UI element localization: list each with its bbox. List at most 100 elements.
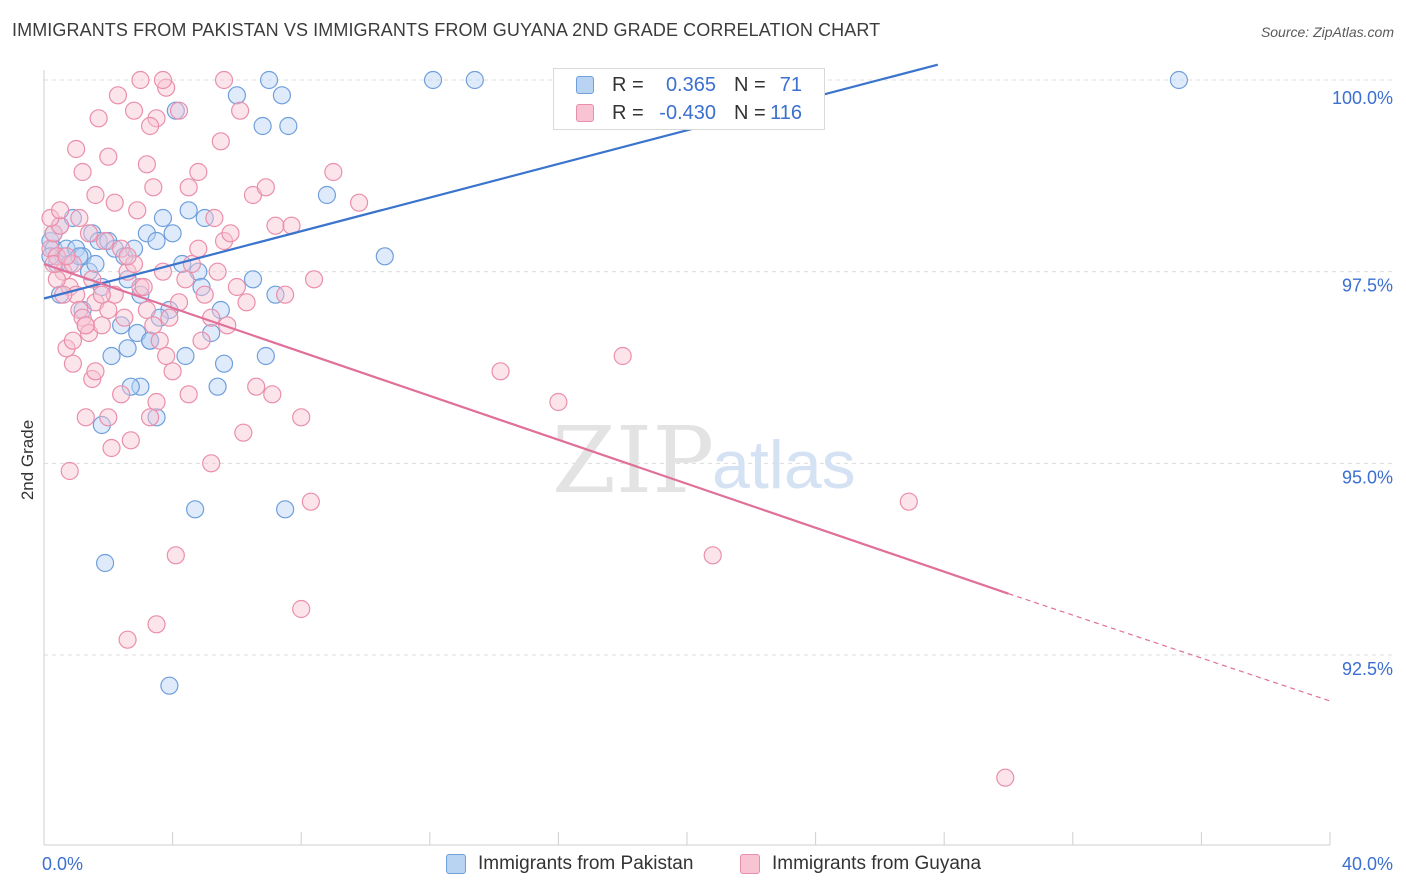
guyana-point xyxy=(163,362,182,381)
guyana-point xyxy=(128,201,147,220)
pakistan-point xyxy=(147,408,166,427)
guyana-point xyxy=(205,208,224,228)
guyana-point xyxy=(263,385,282,404)
guyana-point xyxy=(99,147,118,166)
pakistan-point xyxy=(259,70,279,90)
guyana-point xyxy=(899,492,918,511)
guyana-point xyxy=(137,300,156,320)
guyana-point xyxy=(192,331,211,350)
guyana-point xyxy=(227,277,246,297)
guyana-point xyxy=(996,768,1015,787)
r-label: R = xyxy=(612,74,644,96)
guyana-point xyxy=(231,101,250,120)
pakistan-point xyxy=(121,377,140,396)
guyana-point xyxy=(115,308,134,327)
guyana-point xyxy=(41,208,60,228)
guyana-point xyxy=(99,300,118,320)
guyana-point xyxy=(147,392,166,412)
pakistan-point xyxy=(202,323,221,343)
guyana-point xyxy=(95,231,115,251)
pakistan-point xyxy=(89,231,108,251)
y-axis-label: 2nd Grade xyxy=(18,419,37,501)
guyana-point xyxy=(276,285,295,304)
x-axis xyxy=(43,70,1331,846)
pakistan-legend-label: Immigrants from Pakistan xyxy=(478,853,694,874)
guyana-point xyxy=(256,178,275,197)
pakistan-point xyxy=(465,70,484,90)
pakistan-point xyxy=(375,247,394,266)
guyana-point xyxy=(102,438,121,458)
guyana-point xyxy=(202,454,221,473)
guyana-point xyxy=(349,193,369,212)
guyana-point xyxy=(613,346,632,366)
guyana-point xyxy=(105,193,124,212)
guyana-point xyxy=(189,162,208,182)
legend-item-pakistan[interactable]: Immigrants from Pakistan xyxy=(446,852,746,878)
r-label: R = xyxy=(612,102,644,124)
guyana-legend-swatch xyxy=(740,854,760,874)
guyana-point xyxy=(189,239,208,258)
source-label: Source: ZipAtlas.com xyxy=(1260,24,1394,40)
guyana-point xyxy=(86,185,105,205)
pakistan-point xyxy=(147,231,166,251)
pakistan-point xyxy=(179,201,198,220)
pakistan-point xyxy=(195,208,214,228)
pakistan-point xyxy=(227,86,246,105)
guyana-point xyxy=(86,362,105,381)
pakistan-point xyxy=(243,270,263,289)
guyana-point xyxy=(134,277,153,297)
y-tick-label: 97.5% xyxy=(1342,276,1393,296)
pakistan-points xyxy=(41,70,1188,695)
guyana-point xyxy=(121,431,140,450)
pakistan-point xyxy=(256,346,275,366)
gridlines xyxy=(44,79,1392,656)
guyana-point xyxy=(70,208,89,228)
guyana-point xyxy=(124,101,144,120)
pakistan-point xyxy=(186,500,205,519)
guyana-point xyxy=(50,216,70,235)
guyana-point xyxy=(292,599,311,619)
guyana-point xyxy=(221,224,240,243)
watermark: ZIP atlas xyxy=(552,407,856,514)
pakistan-point xyxy=(276,500,295,519)
y-tick-label: 95.0% xyxy=(1342,467,1393,487)
pakistan-point xyxy=(317,185,337,205)
guyana-point xyxy=(144,316,163,335)
r-value: 0.365 xyxy=(665,74,716,96)
guyana-point xyxy=(208,262,227,281)
r-value: -0.430 xyxy=(659,102,716,124)
guyana-point xyxy=(211,132,230,151)
legend-item-guyana[interactable]: Immigrants from Guyana xyxy=(740,852,1040,878)
guyana-point xyxy=(73,162,92,182)
guyana-point xyxy=(234,423,253,442)
guyana-point xyxy=(140,408,160,427)
pakistan-point xyxy=(266,285,285,304)
guyana-point xyxy=(491,362,510,381)
guyana-point xyxy=(179,385,198,404)
guyana-point xyxy=(79,224,99,243)
guyana-point xyxy=(301,492,320,511)
guyana-point xyxy=(195,285,214,304)
guyana-point xyxy=(131,70,150,90)
guyana-point xyxy=(63,331,83,350)
guyana-point xyxy=(304,270,324,289)
guyana-trendline-extension xyxy=(1008,593,1331,702)
guyana-point xyxy=(108,86,128,105)
guyana-point xyxy=(549,392,568,412)
pakistan-point xyxy=(163,224,182,243)
stats-legend: R = 0.365 N = 71 R = -0.430 N = 116 xyxy=(553,68,825,130)
guyana-legend-label: Immigrants from Guyana xyxy=(772,853,982,874)
pakistan-point xyxy=(253,116,272,136)
guyana-point xyxy=(266,216,285,235)
guyana-point xyxy=(89,109,108,128)
guyana-point xyxy=(57,247,76,266)
guyana-point xyxy=(76,408,95,427)
n-value: 71 xyxy=(779,74,802,96)
guyana-point xyxy=(166,546,185,565)
guyana-point xyxy=(218,316,237,335)
guyana-point xyxy=(214,70,234,90)
pakistan-point xyxy=(153,208,173,228)
pakistan-point xyxy=(102,346,121,366)
guyana-point xyxy=(92,285,111,304)
